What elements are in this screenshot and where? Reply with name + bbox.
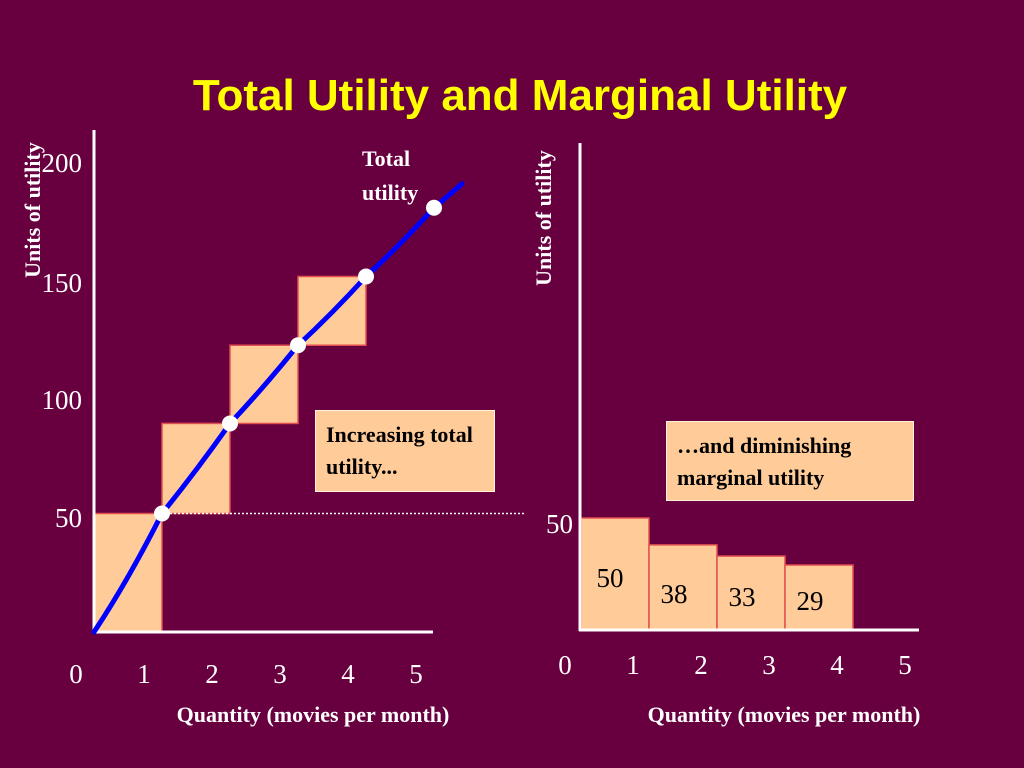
right-x-axis-title: Quantity (movies per month) [648, 702, 921, 727]
left-y-axis-title: Units of utility [20, 142, 45, 278]
marginal-utility-value-1: 50 [597, 563, 624, 593]
left-x-axis-title: Quantity (movies per month) [177, 702, 450, 727]
diminishing-marginal-utility-callout: …and diminishing marginal utility [666, 421, 914, 501]
left-x-tick-4: 4 [341, 659, 355, 689]
right-y-axis-title: Units of utility [531, 150, 556, 286]
marginal-utility-bar-1 [580, 517, 650, 631]
curve-label-line-1: Total [362, 146, 410, 171]
total-utility-point-5 [426, 199, 442, 216]
marginal-utility-bar-3 [716, 555, 786, 631]
total-utility-point-1 [154, 505, 170, 522]
right-x-tick-3: 3 [762, 650, 776, 680]
left-x-tick-2: 2 [205, 659, 219, 689]
marginal-utility-bar-2 [648, 544, 718, 631]
marginal-utility-chart: 50 38 33 29 50 0 1 2 3 4 5 Units of utility Quantity… [531, 143, 920, 727]
left-x-tick-0: 0 [69, 659, 83, 689]
right-x-tick-2: 2 [694, 650, 708, 680]
increasing-total-utility-callout: Increasing total utility... [315, 410, 495, 492]
marginal-utility-bar-4 [784, 564, 854, 631]
right-x-tick-4: 4 [830, 650, 844, 680]
left-x-tick-5: 5 [409, 659, 423, 689]
total-utility-point-4 [358, 268, 374, 285]
left-y-tick-50: 50 [55, 503, 82, 533]
marginal-utility-value-3: 33 [729, 582, 756, 612]
right-x-tick-0: 0 [558, 650, 572, 680]
slide-title: Total Utility and Marginal Utility [192, 71, 848, 120]
left-y-tick-100: 100 [42, 385, 83, 415]
total-utility-point-2 [222, 415, 238, 432]
left-x-tick-3: 3 [273, 659, 287, 689]
marginal-utility-value-4: 29 [797, 586, 824, 616]
marginal-utility-value-2: 38 [661, 579, 688, 609]
left-y-tick-200: 200 [42, 148, 83, 178]
total-utility-chart: 50 100 150 200 0 1 2 3 4 5 Units of utility Quantit… [20, 130, 525, 727]
right-x-tick-5: 5 [898, 650, 912, 680]
left-y-tick-150: 150 [42, 268, 83, 298]
right-y-tick-50: 50 [546, 509, 573, 539]
curve-label-line-2: utility [362, 180, 418, 205]
total-utility-curve [91, 181, 465, 635]
right-x-tick-1: 1 [626, 650, 640, 680]
total-utility-point-3 [290, 337, 306, 354]
left-x-tick-1: 1 [137, 659, 151, 689]
